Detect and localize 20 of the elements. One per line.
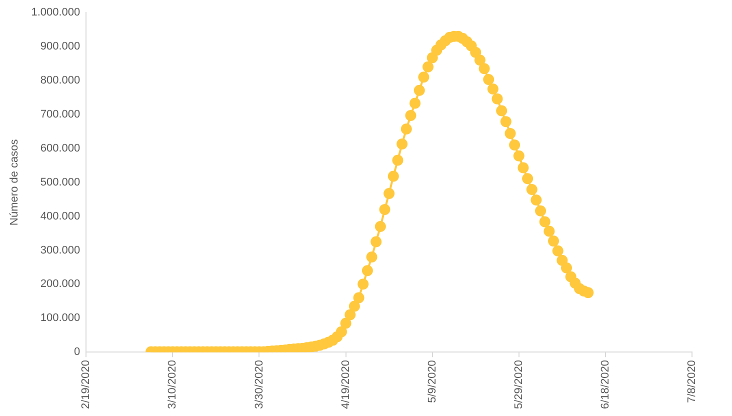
- y-tick-label: 100.000: [40, 312, 80, 324]
- x-tick-label: 2/19/2020: [80, 360, 92, 409]
- y-tick-label: 900.000: [40, 40, 80, 53]
- y-tick-label: 800.000: [40, 74, 80, 87]
- y-tick-label: 500.000: [40, 176, 80, 188]
- x-tick-label: 4/19/2020: [340, 360, 352, 409]
- x-tick-label: 3/30/2020: [253, 360, 266, 409]
- x-tick-label: 5/9/2020: [426, 360, 438, 403]
- x-tick-label: 3/10/2020: [166, 360, 179, 409]
- y-tick-label: 200.000: [40, 278, 80, 290]
- x-tick-label: 7/8/2020: [686, 360, 698, 403]
- y-tick-label: 700.000: [40, 108, 80, 120]
- y-axis-title: Número de casos: [8, 138, 21, 226]
- y-tick-label: 400.000: [40, 210, 80, 222]
- y-tick-label: 600.000: [40, 142, 80, 154]
- y-tick-label: 300.000: [40, 244, 80, 256]
- y-tick-label: 1.000.000: [31, 6, 80, 19]
- x-tick-label: 5/29/2020: [512, 360, 525, 409]
- y-tick-label: 0: [74, 346, 80, 358]
- x-tick-label: 6/18/2020: [599, 360, 612, 409]
